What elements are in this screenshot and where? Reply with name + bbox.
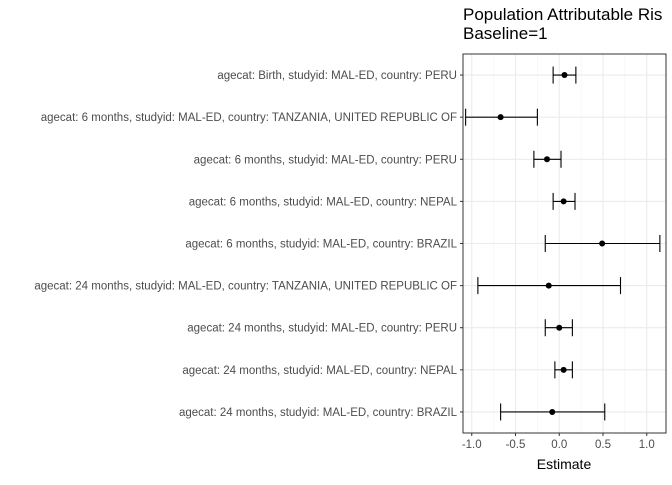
- estimate-row: [500, 403, 606, 421]
- row-label: agecat: 24 months, studyid: MAL-ED, coun…: [187, 323, 457, 335]
- estimate-point: [556, 324, 563, 331]
- estimate-point: [599, 240, 606, 247]
- estimate-point: [544, 156, 550, 163]
- estimate-point: [561, 72, 568, 79]
- row-label: agecat: 6 months, studyid: MAL-ED, count…: [41, 112, 457, 124]
- x-axis-title: Estimate: [537, 456, 592, 472]
- estimate-row: [477, 277, 622, 295]
- chart-title: Population Attributable Ris: [463, 5, 662, 24]
- row-label: agecat: 6 months, studyid: MAL-ED, count…: [189, 196, 458, 208]
- estimate-row: [544, 235, 661, 252]
- row-label: agecat: 24 months, studyid: MAL-ED, coun…: [34, 281, 457, 293]
- estimate-marks: [465, 66, 661, 421]
- estimate-row: [554, 361, 573, 379]
- x-axis: -1.0 -0.5 0.0 0.5 1.0: [462, 433, 655, 451]
- row-label: agecat: Birth, studyid: MAL-ED, country:…: [217, 70, 457, 82]
- estimate-point: [560, 198, 567, 205]
- x-tick-label: -0.5: [506, 439, 526, 451]
- estimate-row: [544, 319, 573, 337]
- estimate-point: [549, 408, 556, 415]
- estimate-row: [465, 108, 538, 126]
- estimate-point: [560, 366, 567, 373]
- estimate-row: [533, 150, 562, 168]
- row-label: agecat: 24 months, studyid: MAL-ED, coun…: [182, 365, 457, 377]
- chart-subtitle: Baseline=1: [463, 24, 548, 43]
- x-tick-label: 0.5: [595, 439, 611, 451]
- x-tick-label: 1.0: [639, 439, 655, 451]
- estimate-row: [552, 66, 577, 84]
- row-label: agecat: 6 months, studyid: MAL-ED, count…: [185, 239, 457, 251]
- estimate-row: [552, 192, 576, 210]
- x-tick-label: -1.0: [462, 439, 482, 451]
- estimate-point: [497, 114, 504, 121]
- row-labels: agecat: Birth, studyid: MAL-ED, country:…: [34, 70, 463, 419]
- row-label: agecat: 6 months, studyid: MAL-ED, count…: [194, 154, 457, 166]
- x-tick-label: 0.0: [551, 439, 567, 451]
- estimate-point: [545, 282, 552, 289]
- row-label: agecat: 24 months, studyid: MAL-ED, coun…: [179, 407, 458, 419]
